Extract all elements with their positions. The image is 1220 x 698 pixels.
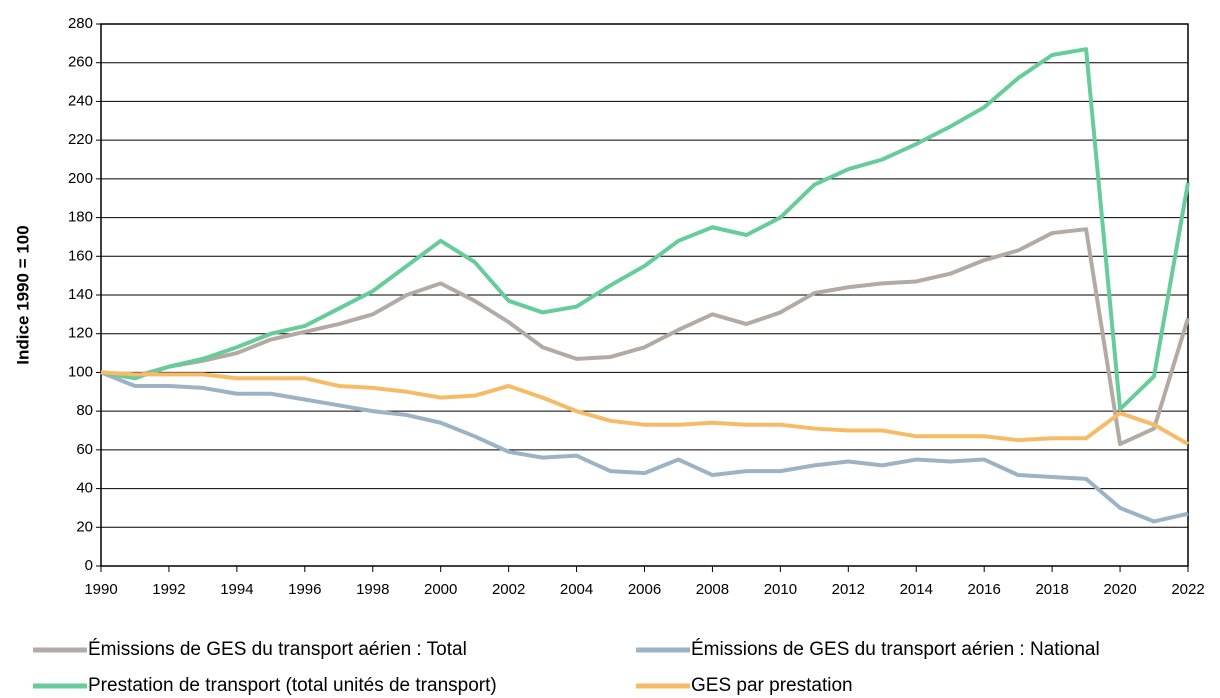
y-tick-label: 0 xyxy=(85,557,93,574)
series-line xyxy=(100,227,1190,447)
y-tick-label: 60 xyxy=(76,441,93,458)
y-tick-label: 180 xyxy=(68,209,93,226)
series-line xyxy=(100,370,1189,524)
x-tick-label: 2016 xyxy=(968,581,1001,598)
x-tick-label: 2018 xyxy=(1035,581,1068,598)
x-tick-label: 1996 xyxy=(288,581,321,598)
x-tick-label: 2014 xyxy=(900,581,933,598)
series-line xyxy=(100,370,1189,446)
y-tick-label: 120 xyxy=(68,325,93,342)
legend-label: Émissions de GES du transport aérien : N… xyxy=(691,639,1100,660)
x-tick-label: 2004 xyxy=(560,581,593,598)
x-tick-label: 2012 xyxy=(832,581,865,598)
y-tick-label: 140 xyxy=(68,286,93,303)
plot-border xyxy=(100,23,1189,567)
y-tick-label: 200 xyxy=(68,170,93,187)
legend-label: Émissions de GES du transport aérien : T… xyxy=(88,639,467,660)
y-tick-label: 260 xyxy=(68,54,93,71)
legend-label: GES par prestation xyxy=(691,675,853,696)
y-tick-label: 40 xyxy=(76,480,93,497)
x-tick-label: 1990 xyxy=(84,581,117,598)
x-tick-label: 2022 xyxy=(1171,581,1204,598)
y-tick-label: 100 xyxy=(68,363,93,380)
y-axis-label: Indice 1990 = 100 xyxy=(13,225,32,364)
y-tick-label: 20 xyxy=(76,518,93,535)
x-tick-label: 1994 xyxy=(220,581,253,598)
x-tick-label: 2020 xyxy=(1103,581,1136,598)
x-tick-label: 2000 xyxy=(424,581,457,598)
x-tick-label: 1998 xyxy=(356,581,389,598)
y-tick-label: 240 xyxy=(68,92,93,109)
y-tick-label: 220 xyxy=(68,131,93,148)
y-tick-label: 160 xyxy=(68,247,93,264)
x-tick-label: 1992 xyxy=(152,581,185,598)
x-tick-label: 2010 xyxy=(764,581,797,598)
y-tick-label: 80 xyxy=(76,402,93,419)
x-tick-label: 2008 xyxy=(696,581,729,598)
x-tick-label: 2002 xyxy=(492,581,525,598)
x-tick-label: 2006 xyxy=(628,581,661,598)
legend-label: Prestation de transport (total unités de… xyxy=(88,675,497,696)
y-tick-label: 280 xyxy=(68,15,93,32)
series-line xyxy=(100,47,1190,412)
